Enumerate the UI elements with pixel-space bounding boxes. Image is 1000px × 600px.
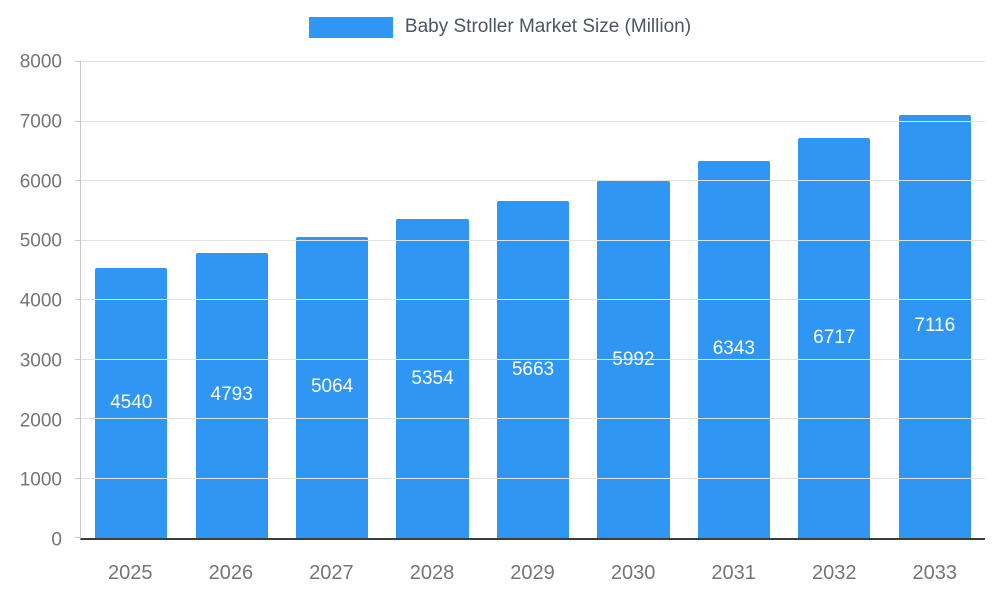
bar-band: 6343	[684, 62, 784, 538]
legend-label: Baby Stroller Market Size (Million)	[404, 16, 692, 37]
x-tick-label: 2029	[510, 562, 555, 584]
x-tick-label: 2031	[711, 562, 756, 584]
grid-line	[81, 299, 985, 300]
grid-line	[81, 239, 985, 241]
bar: 5992	[597, 181, 670, 538]
x-tick-label: 2025	[108, 562, 153, 584]
y-tick-mark	[75, 239, 81, 241]
bar-value-label: 7116	[914, 315, 956, 337]
y-tick-mark	[75, 61, 81, 62]
grid-line	[81, 61, 985, 62]
y-tick-label: 8000	[19, 51, 62, 73]
bar-value-label: 5992	[612, 348, 655, 370]
y-tick-mark	[75, 120, 81, 122]
x-tick-label: 2033	[912, 562, 958, 584]
bar: 5064	[295, 236, 369, 538]
bar-band: 5992	[583, 62, 683, 538]
x-tick-label: 2028	[409, 562, 455, 584]
bar-band: 7116	[885, 62, 985, 538]
y-tick-label: 0	[51, 529, 62, 551]
bar-value-label: 5663	[511, 358, 555, 380]
grid-line	[81, 418, 985, 419]
bar-value-label: 6343	[712, 338, 755, 360]
bar-value-label: 5354	[411, 367, 454, 389]
y-tick-label: 2000	[19, 410, 62, 431]
bars-container: 4540 4793 5064 5354 5663 5992 6343 6717 7116	[81, 62, 985, 538]
bar: 6717	[798, 138, 871, 538]
bar: 4793	[195, 252, 268, 538]
grid-line	[81, 477, 985, 479]
bar: 7116	[898, 114, 971, 538]
y-tick-label: 3000	[19, 350, 62, 372]
x-axis: 2025 2026 2027 2028 2029 2030 2031 2032 2033	[80, 548, 985, 600]
y-tick-label: 1000	[19, 469, 62, 491]
bar: 4540	[95, 267, 168, 538]
y-tick-mark	[75, 537, 81, 538]
x-tick-label: 2032	[811, 562, 857, 584]
x-tick-label: 2027	[309, 562, 354, 584]
x-tick-label: 2026	[208, 562, 254, 584]
y-tick-label: 5000	[19, 230, 62, 252]
bar-value-label: 6717	[813, 327, 856, 349]
bar-band: 4793	[181, 62, 281, 538]
y-tick-label: 6000	[19, 171, 62, 192]
bar-band: 5663	[483, 62, 583, 538]
bar: 5354	[396, 219, 469, 538]
y-tick-mark	[75, 477, 81, 479]
y-axis: 0 1000 2000 3000 4000 5000 6000 7000 8000	[0, 53, 70, 550]
x-tick-label: 2030	[610, 562, 656, 584]
legend-swatch	[308, 16, 393, 38]
bar-value-label: 4793	[210, 384, 253, 406]
grid-line	[81, 120, 985, 122]
bar-band: 4540	[81, 62, 181, 538]
bar: 5663	[496, 201, 570, 538]
plot-area: 4540 4793 5064 5354 5663 5992 6343 6717 7116	[75, 61, 985, 540]
y-tick-label: 4000	[19, 290, 62, 312]
bar-band: 6717	[784, 62, 884, 538]
grid-line	[81, 180, 985, 181]
grid-line	[81, 358, 985, 360]
y-tick-label: 7000	[19, 111, 62, 133]
bar-value-label: 5064	[310, 376, 354, 398]
y-tick-mark	[75, 180, 81, 181]
chart-legend: Baby Stroller Market Size (Million)	[0, 16, 1000, 38]
bar-band: 5064	[282, 62, 382, 538]
y-tick-mark	[75, 358, 81, 360]
bar: 6343	[697, 160, 770, 538]
bar-value-label: 4540	[110, 391, 153, 413]
y-tick-mark	[75, 418, 81, 419]
bar-band: 5354	[382, 62, 482, 538]
y-tick-mark	[75, 299, 81, 300]
